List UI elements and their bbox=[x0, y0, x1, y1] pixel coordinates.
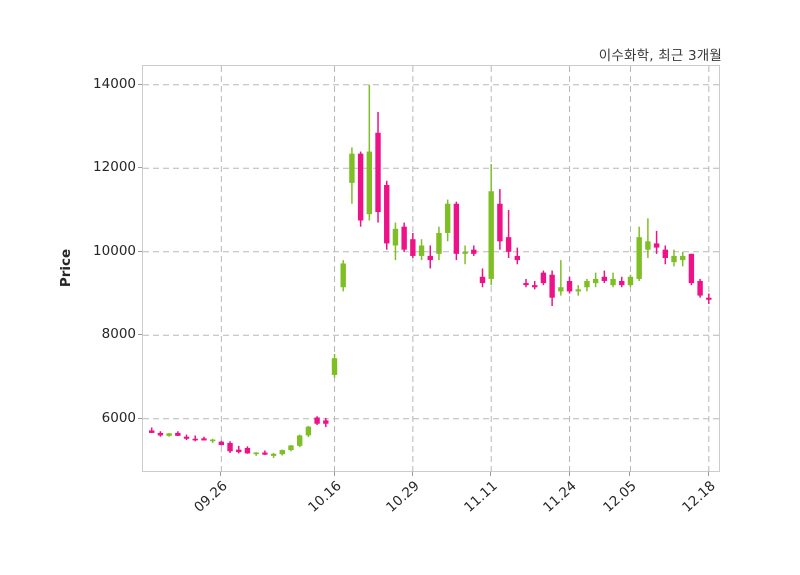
candle-body bbox=[218, 441, 225, 446]
candle-body bbox=[244, 447, 251, 454]
x-tick-label: 09.26 bbox=[191, 478, 232, 516]
candle-body bbox=[645, 241, 651, 250]
x-tick-mark bbox=[490, 472, 492, 476]
candle-body bbox=[540, 272, 547, 284]
candle-body bbox=[462, 251, 468, 254]
y-axis-tick-labels: 6000 8000 10000 12000 14000 bbox=[60, 0, 136, 575]
candle-body bbox=[453, 203, 460, 254]
candle-body bbox=[183, 436, 190, 439]
x-tick-mark bbox=[333, 472, 335, 476]
x-tick-mark bbox=[629, 472, 631, 476]
candle-body bbox=[427, 255, 433, 261]
candle-body bbox=[444, 203, 451, 233]
candle-body bbox=[558, 287, 564, 292]
candle-body bbox=[357, 153, 364, 221]
candle-body bbox=[532, 285, 538, 288]
candle-body bbox=[236, 449, 242, 453]
candle-body bbox=[706, 297, 712, 300]
candle-body bbox=[340, 263, 346, 288]
candle-body bbox=[592, 278, 599, 284]
candle-body bbox=[488, 191, 494, 279]
y-tick-mark bbox=[138, 250, 142, 252]
candle-body bbox=[401, 226, 407, 250]
candle-body bbox=[384, 184, 390, 244]
candle-body bbox=[523, 283, 529, 286]
candle-body bbox=[514, 255, 521, 261]
chart-title: 이수화학, 최근 3개월 bbox=[598, 48, 722, 64]
x-tick-mark bbox=[707, 472, 709, 476]
candle-body bbox=[166, 433, 172, 436]
x-tick-mark bbox=[411, 472, 413, 476]
candlestick-series bbox=[143, 66, 721, 473]
candle-body bbox=[505, 237, 512, 252]
candle-body bbox=[175, 432, 181, 436]
candle-body bbox=[549, 274, 555, 298]
candle-body bbox=[392, 228, 399, 246]
candle-body bbox=[253, 452, 259, 455]
candle-body bbox=[201, 438, 207, 441]
candle-body bbox=[575, 289, 581, 292]
candle-body bbox=[688, 253, 695, 284]
candle-body bbox=[418, 245, 425, 256]
x-tick-mark bbox=[220, 472, 222, 476]
candle-body bbox=[436, 232, 442, 254]
y-tick-label: 8000 bbox=[101, 326, 136, 343]
y-tick-label: 12000 bbox=[93, 159, 136, 176]
candle-body bbox=[497, 203, 503, 242]
candle-body bbox=[192, 438, 198, 441]
y-tick-label: 10000 bbox=[93, 242, 136, 259]
candle-body bbox=[305, 426, 312, 436]
candle-body bbox=[601, 276, 608, 281]
candle-body bbox=[610, 278, 616, 286]
candle-body bbox=[671, 255, 677, 263]
x-tick-mark bbox=[568, 472, 570, 476]
plot-area bbox=[142, 65, 721, 473]
candle-body bbox=[157, 432, 164, 436]
candle-body bbox=[662, 249, 668, 259]
candle-body bbox=[636, 237, 642, 279]
candle-body bbox=[262, 452, 268, 455]
y-tick-mark bbox=[138, 417, 142, 419]
y-tick-mark bbox=[138, 83, 142, 85]
y-tick-mark bbox=[138, 167, 142, 169]
candle-body bbox=[227, 442, 233, 452]
candle-body bbox=[331, 358, 338, 375]
candle-body bbox=[627, 276, 634, 286]
y-tick-label: 14000 bbox=[93, 75, 136, 92]
candle-body bbox=[410, 239, 416, 256]
candle-body bbox=[270, 453, 277, 456]
candle-body bbox=[375, 132, 381, 213]
candle-body bbox=[323, 420, 329, 424]
candle-body bbox=[296, 435, 303, 446]
y-tick-label: 6000 bbox=[101, 409, 136, 426]
candle-body bbox=[479, 276, 486, 284]
candle-body bbox=[566, 280, 573, 292]
candle-body bbox=[584, 280, 590, 288]
candle-body bbox=[471, 249, 477, 254]
candle-body bbox=[209, 439, 216, 442]
candle-body bbox=[680, 255, 686, 261]
candle-body bbox=[279, 450, 285, 455]
candle-body bbox=[288, 445, 294, 451]
candle-body bbox=[619, 280, 625, 286]
candle-body bbox=[697, 280, 703, 296]
y-tick-mark bbox=[138, 334, 142, 336]
candle-body bbox=[366, 151, 373, 215]
candle-body bbox=[314, 417, 320, 424]
candle-body bbox=[149, 430, 155, 433]
candle-body bbox=[349, 153, 355, 183]
candle-body bbox=[653, 243, 660, 248]
